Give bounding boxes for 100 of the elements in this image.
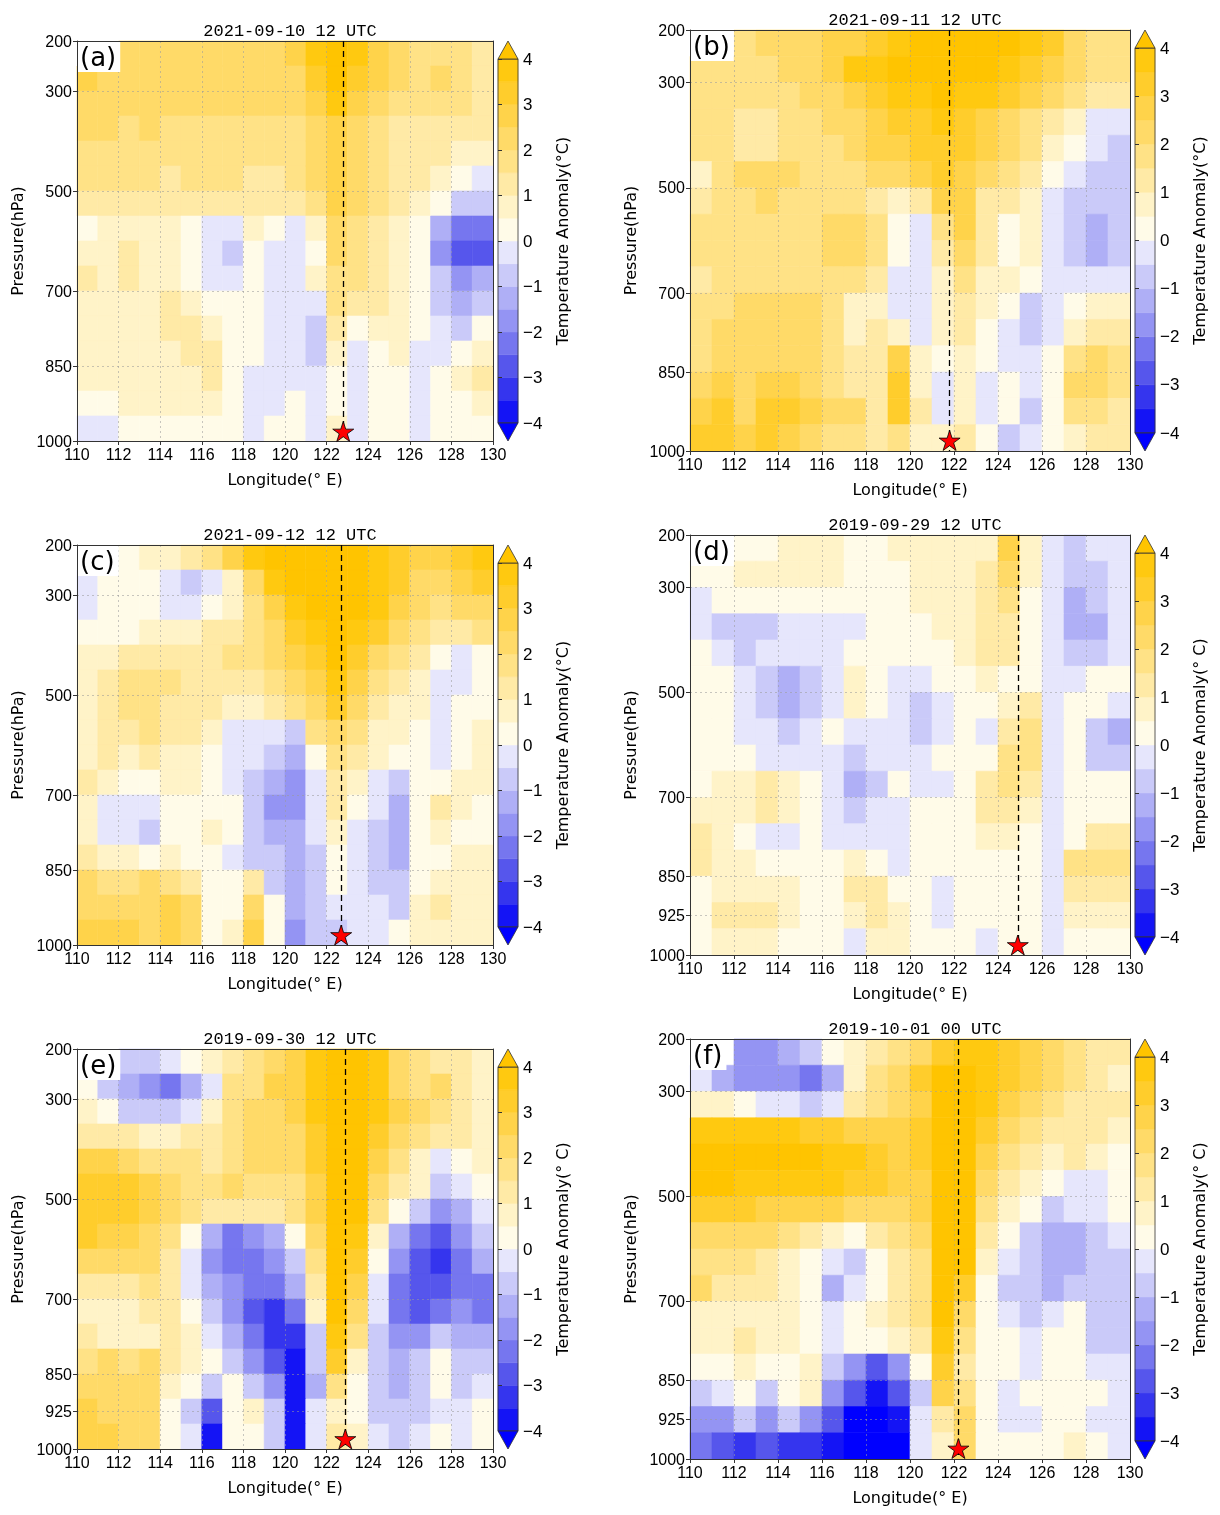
color-bar-label: 3: [1160, 86, 1170, 106]
y-tick-label: 850: [45, 1365, 73, 1383]
color-bar-label: 2: [1160, 1143, 1170, 1163]
color-bar-label: −4: [1160, 927, 1180, 947]
chart-title: 2021-09-12 12 UTC: [203, 526, 377, 545]
x-tick-label: 130: [1116, 959, 1144, 977]
color-bar-label: −2: [523, 322, 543, 342]
x-tick-label: 114: [765, 455, 791, 473]
y-tick-label: 500: [658, 1188, 686, 1205]
annotation: (c): [80, 546, 115, 576]
x-tick-label: 126: [1028, 1463, 1056, 1481]
color-bar-label: 3: [1160, 1095, 1170, 1115]
color-bar-label: −1: [1160, 1287, 1180, 1307]
y-tick-label: 850: [658, 1371, 686, 1389]
annotation: (a): [80, 42, 117, 72]
color-bar-label: −1: [523, 1285, 543, 1304]
x-tick-label: 126: [1028, 959, 1056, 977]
color-bar-label: 4: [1160, 543, 1170, 563]
x-tick-label: 128: [438, 445, 465, 463]
chart-title: 2021-09-11 12 UTC: [828, 11, 1002, 30]
color-bar-label: −3: [1160, 1383, 1180, 1403]
color-bar-title: Temperature Anomaly(° C): [1189, 638, 1209, 853]
color-bar-label: 1: [523, 1194, 533, 1213]
x-tick-label: 116: [809, 455, 835, 473]
y-tick-label: 500: [658, 684, 686, 701]
y-tick-label: 700: [658, 1293, 686, 1310]
x-tick-label: 116: [189, 1453, 215, 1471]
color-bar-label: 1: [1160, 1191, 1170, 1211]
x-tick-label: 128: [1072, 959, 1100, 977]
chart-title: 2021-09-10 12 UTC: [203, 22, 377, 41]
color-bar-label: 1: [1160, 182, 1170, 202]
y-tick-label: 850: [45, 357, 73, 375]
color-bar-label: 2: [523, 140, 533, 160]
color-bar-label: 3: [523, 95, 533, 114]
color-bar-label: 1: [523, 186, 533, 205]
y-tick-label: 500: [45, 686, 73, 704]
chart-title: 2019-09-29 12 UTC: [828, 516, 1002, 535]
color-bar-label: 3: [523, 1103, 533, 1122]
x-tick-label: 118: [230, 445, 257, 463]
x-tick-label: 130: [479, 1453, 507, 1471]
x-tick-label: 122: [940, 959, 968, 977]
x-tick-label: 112: [105, 949, 132, 967]
annotation: (b): [693, 31, 730, 61]
y-tick-label: 200: [45, 32, 73, 50]
color-bar-label: 0: [1160, 1239, 1170, 1259]
x-tick-label: 124: [354, 445, 382, 463]
color-bar-label: −1: [523, 781, 543, 800]
x-axis-title: Longitude(° E): [852, 983, 968, 1003]
y-tick-label: 300: [45, 82, 73, 100]
x-tick-label: 118: [230, 1453, 257, 1471]
color-bar-label: 0: [523, 735, 533, 755]
x-tick-label: 128: [1072, 455, 1100, 473]
x-tick-label: 122: [940, 1463, 968, 1481]
y-tick-label: 700: [45, 786, 73, 804]
y-tick-label: 700: [658, 284, 686, 302]
y-tick-label: 700: [658, 789, 686, 806]
x-tick-label: 122: [940, 455, 968, 473]
x-tick-label: 112: [721, 1463, 747, 1481]
x-tick-label: 116: [809, 1463, 835, 1481]
y-tick-label: 200: [658, 526, 686, 544]
x-tick-label: 116: [189, 949, 215, 967]
color-bar-label: 2: [1160, 639, 1170, 659]
x-tick-label: 118: [853, 959, 879, 977]
x-tick-label: 114: [765, 959, 791, 977]
color-bar-label: 4: [523, 1057, 533, 1077]
y-tick-label: 500: [658, 179, 686, 197]
y-tick-label: 850: [658, 867, 686, 885]
color-bar-label: −2: [1160, 1335, 1180, 1355]
x-axis-title: Longitude(° E): [227, 469, 343, 489]
x-tick-label: 124: [984, 455, 1012, 473]
x-tick-label: 130: [479, 949, 507, 967]
x-tick-label: 122: [313, 445, 341, 463]
y-tick-label: 925: [45, 1403, 73, 1420]
color-bar-label: −4: [523, 1421, 543, 1441]
color-bar-title: Temperature Anomaly(°C): [1189, 136, 1209, 346]
y-tick-label: 200: [45, 1040, 73, 1058]
x-tick-label: 116: [809, 959, 835, 977]
x-tick-label: 114: [147, 949, 174, 967]
color-bar-label: 4: [523, 49, 533, 69]
x-tick-label: 130: [479, 445, 507, 463]
chart-title: 2019-10-01 00 UTC: [828, 1020, 1002, 1039]
y-tick-label: 850: [658, 363, 686, 381]
x-tick-label: 120: [271, 1453, 299, 1471]
color-bar-label: −4: [1160, 423, 1180, 443]
y-tick-label: 200: [658, 1030, 686, 1048]
color-bar-label: 4: [1160, 1047, 1170, 1067]
color-bar-label: 1: [523, 690, 533, 709]
y-tick-label: 500: [45, 182, 73, 200]
y-axis-title: Pressure(hPa): [8, 1194, 28, 1304]
color-bar-label: 2: [1160, 134, 1170, 154]
color-bar-label: 0: [1160, 231, 1170, 250]
x-tick-label: 118: [853, 455, 879, 473]
x-tick-label: 126: [396, 1453, 424, 1471]
x-tick-label: 126: [1028, 455, 1056, 473]
color-bar-label: −1: [1160, 783, 1180, 803]
x-tick-label: 124: [354, 1453, 382, 1471]
color-bar-label: −1: [1160, 279, 1180, 299]
color-bar-label: −4: [523, 917, 543, 937]
x-tick-label: 118: [853, 1463, 879, 1481]
color-bar-label: −4: [523, 413, 543, 433]
